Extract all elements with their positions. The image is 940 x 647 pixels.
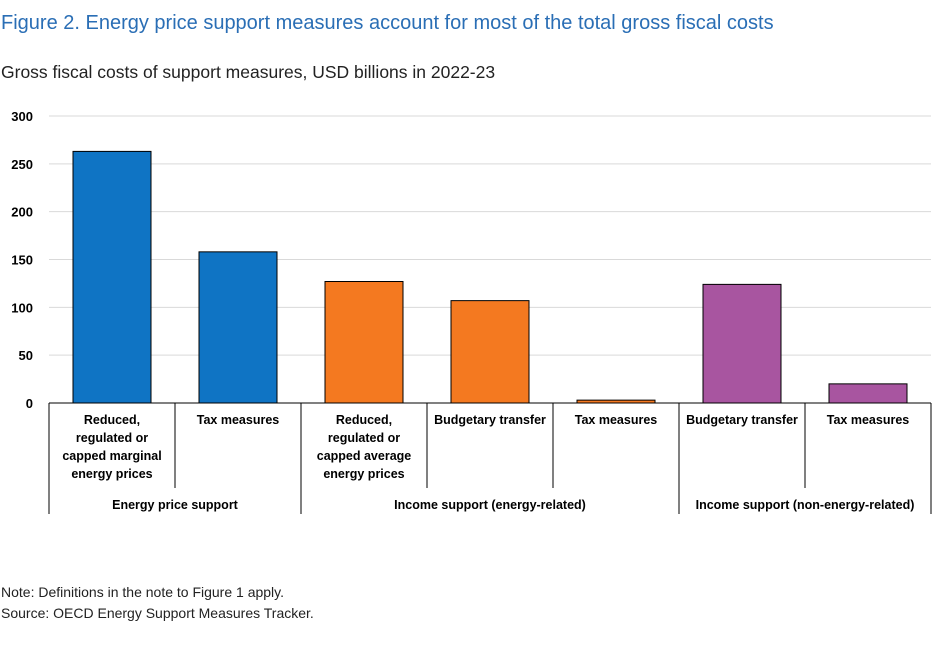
bar <box>198 251 278 404</box>
x-tick-label: Reduced, regulated or capped marginal energ… <box>62 413 161 481</box>
y-tick-label: 300 <box>11 109 33 124</box>
y-tick-label: 200 <box>11 205 33 220</box>
x-tick-label-line: Reduced, <box>336 413 392 427</box>
x-axis-group-labels: Energy price support Income support (ener… <box>112 498 914 512</box>
x-tick-label-line: Reduced, <box>84 413 140 427</box>
x-tick-label: Tax measures <box>197 413 280 427</box>
x-axis-category-labels: Reduced, regulated or capped marginal energ… <box>62 413 909 481</box>
x-tick-label: Budgetary transfer <box>434 413 546 427</box>
y-tick-label: 100 <box>11 300 33 315</box>
x-tick-label-line: Tax measures <box>827 413 910 427</box>
x-tick-label: Reduced, regulated or capped average energy… <box>317 413 412 481</box>
y-tick-label: 0 <box>26 396 33 411</box>
x-tick-label-line: energy prices <box>323 467 404 481</box>
y-tick-label: 50 <box>19 348 33 363</box>
y-tick-label: 250 <box>11 157 33 172</box>
group-label: Income support (energy-related) <box>394 498 586 512</box>
x-tick-label-line: capped marginal <box>62 449 161 463</box>
x-tick-label-line: regulated or <box>76 431 148 445</box>
x-tick-label-line: Budgetary transfer <box>434 413 546 427</box>
x-tick-label: Tax measures <box>575 413 658 427</box>
y-tick-label: 150 <box>11 253 33 268</box>
bar <box>702 283 782 404</box>
bar <box>72 150 152 404</box>
note-text: Note: Definitions in the note to Figure … <box>1 584 285 600</box>
bar <box>324 281 404 404</box>
figure-title: Figure 2. Energy price support measures … <box>1 12 774 34</box>
x-tick-label-line: Budgetary transfer <box>686 413 798 427</box>
x-tick-label-line: Tax measures <box>575 413 658 427</box>
x-tick-label-line: Tax measures <box>197 413 280 427</box>
x-tick-label-line: capped average <box>317 449 412 463</box>
x-tick-label: Tax measures <box>827 413 910 427</box>
y-axis-ticks: 0 50 100 150 200 250 300 <box>11 109 33 411</box>
bars <box>72 150 908 404</box>
x-tick-label-line: regulated or <box>328 431 400 445</box>
bar <box>450 300 530 404</box>
gridlines <box>49 115 931 356</box>
source-text: Source: OECD Energy Support Measures Tra… <box>1 605 314 621</box>
group-label: Income support (non-energy-related) <box>696 498 915 512</box>
bar <box>828 383 908 404</box>
figure-notes: Note: Definitions in the note to Figure … <box>1 582 901 624</box>
x-tick-label: Budgetary transfer <box>686 413 798 427</box>
x-tick-label-line: energy prices <box>71 467 152 481</box>
x-axis <box>48 402 932 514</box>
bar-chart: 0 50 100 150 200 250 300 Reduced, regulated or c… <box>11 109 932 514</box>
figure-subtitle: Gross fiscal costs of support measures, … <box>1 62 496 82</box>
group-label: Energy price support <box>112 498 239 512</box>
